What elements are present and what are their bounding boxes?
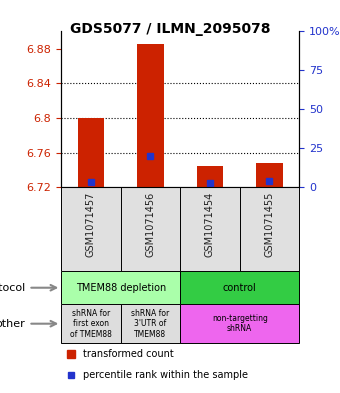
Text: other: other [0,319,26,329]
Bar [78,118,104,187]
Text: shRNA for
3'UTR of
TMEM88: shRNA for 3'UTR of TMEM88 [131,309,170,339]
Bar [61,304,121,343]
Bar [180,271,299,304]
Text: non-targetting
shRNA: non-targetting shRNA [212,314,268,333]
Bar [121,304,180,343]
Text: transformed count: transformed count [83,349,173,359]
Text: GSM1071457: GSM1071457 [86,191,96,257]
Text: shRNA for
first exon
of TMEM88: shRNA for first exon of TMEM88 [70,309,112,339]
Text: GDS5077 / ILMN_2095078: GDS5077 / ILMN_2095078 [70,22,270,36]
Text: GSM1071456: GSM1071456 [146,191,155,257]
Bar [61,271,180,304]
Text: protocol: protocol [0,283,26,293]
Text: GSM1071455: GSM1071455 [265,191,274,257]
Text: TMEM88 depletion: TMEM88 depletion [75,283,166,293]
Bar [256,163,283,187]
Text: percentile rank within the sample: percentile rank within the sample [83,370,248,380]
Text: control: control [223,283,257,293]
Bar [137,44,164,187]
Text: GSM1071454: GSM1071454 [205,191,215,257]
Bar [197,166,223,187]
Bar [180,304,299,343]
